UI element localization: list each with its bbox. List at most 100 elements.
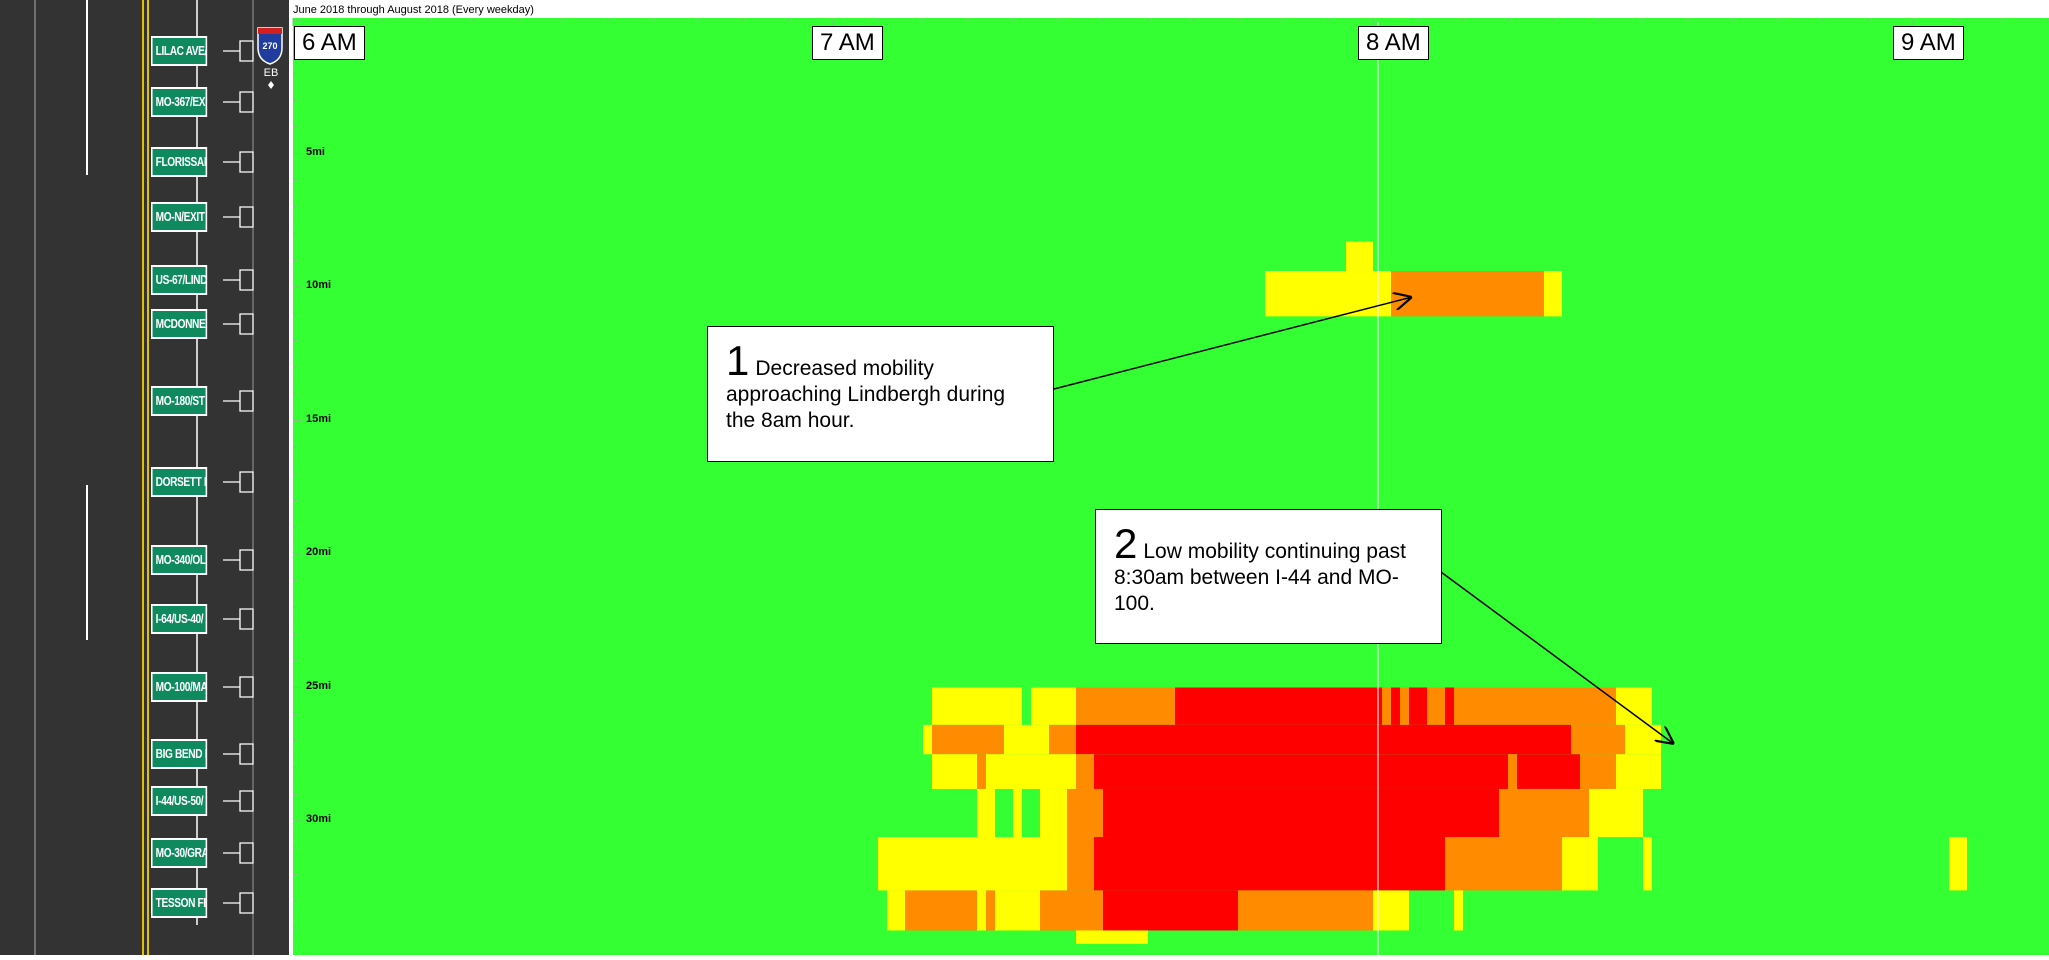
heatmap-cell [1949, 837, 1967, 891]
heatmap-cell [878, 837, 1067, 891]
heatmap-cell [986, 754, 1076, 789]
exit-connector [223, 471, 254, 493]
exit-sign: MO-340/OLI [151, 545, 208, 575]
heatmap-cell [1076, 724, 1571, 755]
heatmap-cell [1589, 788, 1643, 838]
heatmap-cell [1391, 687, 1400, 725]
exit-sign: MO-180/ST C [151, 386, 208, 416]
heatmap-cell [1562, 837, 1598, 891]
heatmap-cell [1094, 754, 1508, 789]
heatmap-cell [1544, 270, 1562, 317]
heatmap-cell [1409, 687, 1427, 725]
heatmap-cell [1400, 687, 1409, 725]
heatmap-cell [932, 754, 977, 789]
exit-sign: MO-367/EXIT [151, 87, 208, 117]
mile-label-10: 10mi [306, 279, 332, 291]
exit-sign: I-44/US-50/ [151, 786, 208, 816]
exit-connector [223, 608, 254, 630]
heatmap-cell [932, 724, 1004, 755]
heatmap-cells [878, 241, 1967, 944]
exit-connector [223, 390, 254, 412]
heatmap-cell [1445, 687, 1454, 725]
heatmap-cell [905, 890, 977, 931]
hour-label-9am: 9 AM [1893, 26, 1964, 60]
heatmap-cell [1076, 754, 1094, 789]
heatmap-cell [1040, 788, 1067, 838]
heatmap-cell [1004, 724, 1049, 755]
chart-caption: June 2018 through August 2018 (Every wee… [293, 4, 534, 16]
exit-sign: LILAC AVE/E [151, 36, 208, 66]
mile-label-30: 30mi [306, 813, 332, 825]
heatmap-cell [1454, 890, 1463, 931]
heatmap-cell [1373, 890, 1409, 931]
exit-connector [223, 151, 254, 173]
heatmap-cell [1445, 837, 1562, 891]
mile-label-15: 15mi [306, 413, 332, 425]
heatmap-cell [1508, 754, 1517, 789]
exit-connector [223, 206, 254, 228]
callout-1: 1 Decreased mobility approaching Lindberg… [707, 326, 1054, 462]
heatmap-cell [1571, 724, 1625, 755]
callout-1-number: 1 [726, 337, 750, 384]
hour-label-8am: 8 AM [1358, 26, 1429, 60]
heatmap-cell [1616, 754, 1661, 789]
exit-sign: DORSETT RD/ [151, 467, 208, 497]
exit-connector [223, 790, 254, 812]
mile-label-25: 25mi [306, 680, 332, 692]
callout-2-number: 2 [1114, 520, 1138, 567]
heatmap-cell [1382, 687, 1391, 725]
heatmap-cell [1076, 930, 1148, 944]
heatmap-cell [1454, 687, 1616, 725]
heatmap-cell [1049, 724, 1076, 755]
heatmap-cell [887, 890, 905, 931]
heatmap-cell [1238, 890, 1373, 931]
exit-connector [223, 269, 254, 291]
heatmap-cell [986, 890, 995, 931]
exit-sign: MCDONNELL [151, 309, 208, 339]
callout-2-text: Low mobility continuing past 8:30am betw… [1114, 540, 1407, 615]
heatmap-cell [977, 754, 986, 789]
mile-label-20: 20mi [306, 546, 332, 558]
exit-sign: TESSON FERI [151, 888, 208, 918]
exit-connector [223, 40, 254, 62]
mile-label-5: 5mi [306, 146, 325, 158]
heatmap-cell [1391, 270, 1544, 317]
exit-connector [223, 676, 254, 698]
exit-sign: I-64/US-40/ [151, 604, 208, 634]
heatmap-cell [1616, 687, 1652, 725]
exit-sign: MO-30/GRAV [151, 838, 208, 868]
exit-sign: MO-100/MAN [151, 672, 208, 702]
exit-sign: BIG BEND RI [151, 739, 208, 769]
road-surface [0, 0, 290, 955]
callout-2: 2 Low mobility continuing past 8:30am bet… [1095, 509, 1442, 644]
heatmap-cell [1103, 788, 1499, 838]
heatmap-cell [932, 687, 1022, 725]
callout-1-arrow [1053, 297, 1412, 390]
heatmap-cell [977, 788, 995, 838]
heatmap-cell [1643, 837, 1652, 891]
exit-sign: US-67/LINDI [151, 265, 208, 295]
heatmap-cell [1580, 754, 1616, 789]
heatmap-cell [1265, 270, 1391, 317]
heatmap-cell [1427, 687, 1445, 725]
heatmap-cell [1103, 890, 1238, 931]
heatmap-cell [923, 724, 932, 755]
heatmap-cell [1067, 788, 1103, 838]
axis-ticks [292, 18, 2049, 929]
heatmap-cell [1031, 687, 1076, 725]
exit-connector [223, 892, 254, 914]
hour-label-6am: 6 AM [294, 26, 365, 60]
heatmap-cell [1517, 754, 1580, 789]
hour-label-7am: 7 AM [812, 26, 883, 60]
callout-2-arrow [1440, 571, 1674, 744]
interstate-shield-icon [257, 27, 283, 65]
exit-connector [223, 743, 254, 765]
shield-direction-text: EB [264, 67, 279, 79]
heatmap-cell [1094, 837, 1445, 891]
heatmap-cell [1346, 241, 1373, 271]
callout-1-text: Decreased mobility approaching Lindbergh… [726, 357, 1006, 432]
heatmap-cell [1067, 837, 1094, 891]
heatmap-cell [1076, 687, 1175, 725]
exit-connector [223, 549, 254, 571]
